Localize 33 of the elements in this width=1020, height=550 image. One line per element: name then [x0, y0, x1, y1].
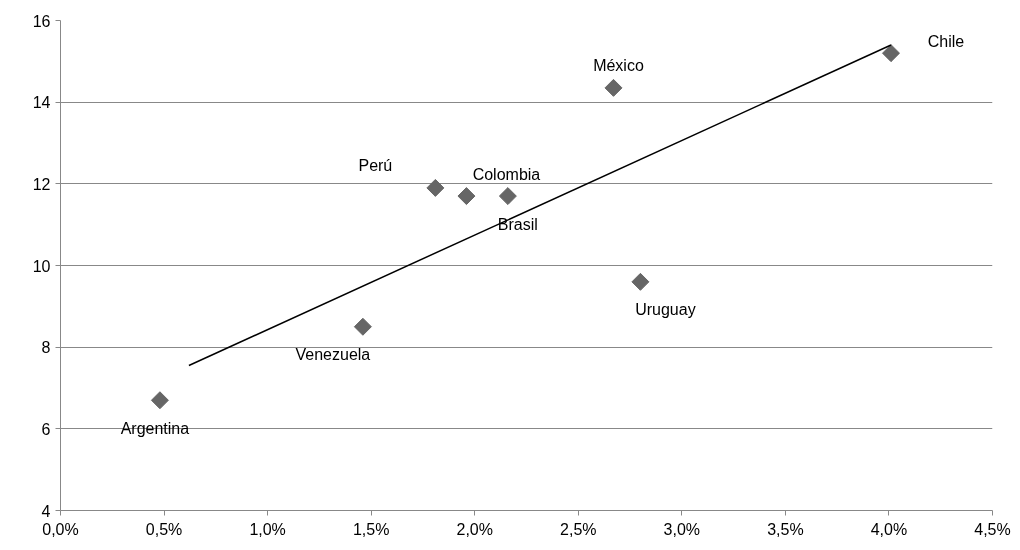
x-tick-label: 4,0%	[870, 520, 908, 538]
x-tick-label: 0,0%	[42, 520, 79, 538]
annotation: Venezuela	[295, 346, 371, 364]
y-tick-label: 10	[32, 257, 51, 275]
y-tick-label: 4	[41, 502, 51, 520]
y-tick-label: 8	[41, 339, 51, 357]
annotation: Brasil	[497, 215, 538, 233]
x-tick-label: 4,5%	[974, 520, 1011, 538]
y-tick-label: 14	[32, 94, 51, 112]
point	[150, 391, 169, 410]
x-tick-label: 3,0%	[663, 520, 701, 538]
x-tick-label: 1,0%	[249, 520, 286, 538]
point	[882, 44, 900, 63]
annotation: México	[593, 57, 644, 75]
point	[426, 178, 445, 197]
point	[353, 317, 372, 336]
annotation: Argentina	[120, 419, 190, 437]
point	[498, 187, 517, 206]
x-tick-label: 2,0%	[456, 520, 493, 538]
y-tick-label: 16	[32, 12, 51, 30]
annotation: Perú	[358, 157, 393, 175]
point	[604, 78, 623, 97]
x-tick-label: 3,5%	[767, 520, 804, 538]
point	[457, 187, 476, 206]
y-tick-label: 6	[41, 420, 51, 438]
annotation: Colombia	[472, 165, 541, 183]
x-tick-label: 2,5%	[560, 520, 597, 538]
annotation: Chile	[927, 32, 965, 50]
x-tick-label: 0,5%	[145, 520, 183, 538]
x-tick-label: 1,5%	[352, 520, 390, 538]
annotation: Uruguay	[635, 301, 696, 319]
y-tick-label: 12	[32, 175, 51, 193]
point	[631, 272, 650, 291]
